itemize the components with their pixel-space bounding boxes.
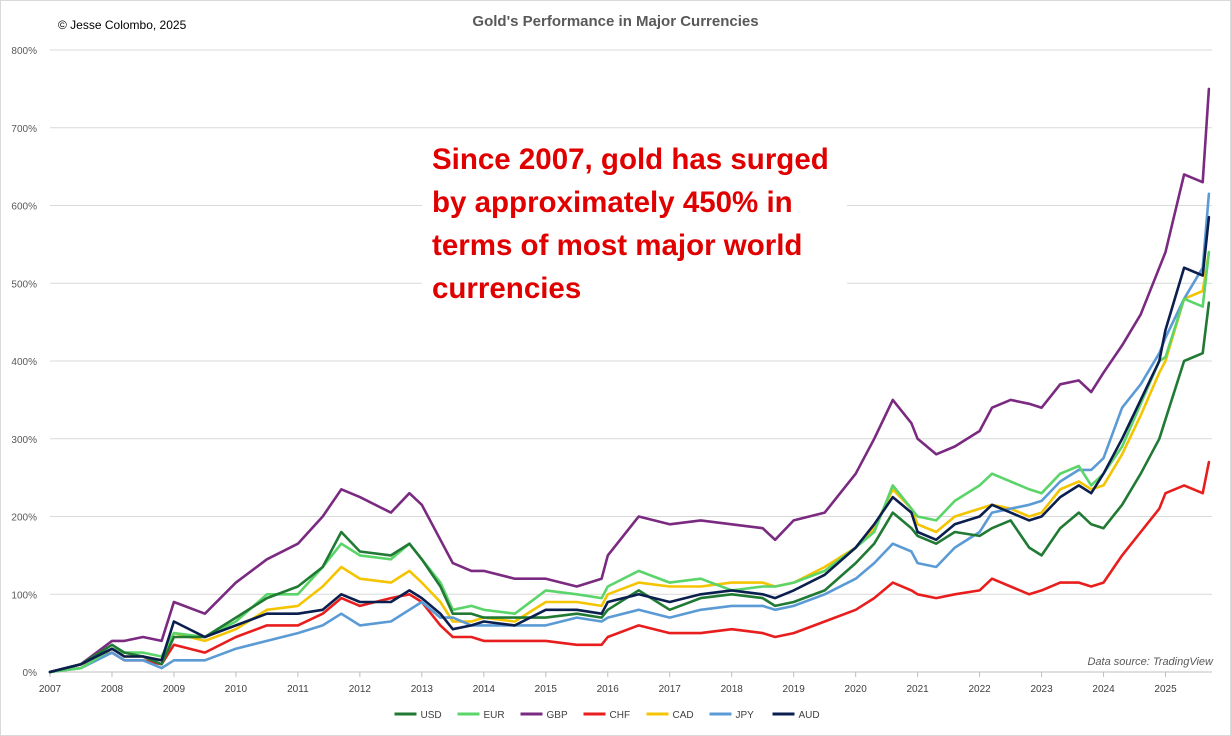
- legend: USD EUR GBP CHF CAD JPY AUD: [394, 710, 820, 721]
- legend-label-jpy: JPY: [736, 710, 755, 721]
- legend-label-eur: EUR: [484, 710, 505, 721]
- x-tick-label: 2022: [968, 684, 991, 695]
- legend-label-gbp: GBP: [547, 710, 568, 721]
- legend-label-chf: CHF: [610, 710, 631, 721]
- x-tick-label: 2024: [1092, 684, 1115, 695]
- series-line-usd: [48, 301, 1211, 674]
- x-tick-label: 2016: [597, 684, 620, 695]
- x-tick-label: 2009: [163, 684, 186, 695]
- y-tick-label: 200%: [11, 513, 37, 524]
- x-tick-label: 2012: [349, 684, 372, 695]
- x-tick-label: 2020: [845, 684, 868, 695]
- y-tick-label: 300%: [11, 435, 37, 446]
- grid: [50, 49, 1212, 673]
- y-tick-label: 500%: [11, 279, 37, 290]
- series-line-jpy: [48, 192, 1211, 674]
- y-tick-label: 800%: [11, 46, 37, 57]
- x-axis-ticks: 2007 2008 2009 2010 2011 2012 2013 2014 2015 2016…: [39, 672, 1177, 695]
- y-tick-label: 600%: [11, 202, 37, 213]
- x-tick-label: 2018: [721, 684, 744, 695]
- x-tick-label: 2025: [1154, 684, 1177, 695]
- series-line-cad: [48, 250, 1211, 674]
- legend-label-cad: CAD: [673, 710, 694, 721]
- legend-label-aud: AUD: [799, 710, 820, 721]
- series-lines: [48, 87, 1211, 674]
- y-tick-label: 0%: [23, 668, 38, 679]
- x-tick-label: 2019: [783, 684, 806, 695]
- y-axis-ticks: 0% 100% 200% 300% 400% 500% 600% 700% 800%: [11, 46, 37, 679]
- series-line-aud: [48, 215, 1211, 674]
- x-tick-label: 2014: [473, 684, 496, 695]
- series-line-gbp: [48, 87, 1211, 674]
- x-tick-label: 2021: [907, 684, 930, 695]
- series-line-eur: [48, 250, 1211, 674]
- data-source-note: Data source: TradingView: [1087, 656, 1213, 668]
- x-tick-label: 2017: [659, 684, 682, 695]
- y-tick-label: 100%: [11, 590, 37, 601]
- x-tick-label: 2011: [287, 684, 309, 695]
- annotation-callout: Since 2007, gold has surged by approxima…: [422, 138, 847, 310]
- y-tick-label: 700%: [11, 124, 37, 135]
- x-tick-label: 2015: [535, 684, 558, 695]
- x-tick-label: 2007: [39, 684, 62, 695]
- x-tick-label: 2023: [1030, 684, 1053, 695]
- x-tick-label: 2013: [411, 684, 434, 695]
- series-line-chf: [48, 460, 1211, 674]
- legend-label-usd: USD: [421, 710, 442, 721]
- x-tick-label: 2010: [225, 684, 248, 695]
- copyright-text: © Jesse Colombo, 2025: [58, 18, 187, 32]
- chart-title: Gold's Performance in Major Currencies: [472, 13, 759, 30]
- y-tick-label: 400%: [11, 357, 37, 368]
- x-tick-label: 2008: [101, 684, 124, 695]
